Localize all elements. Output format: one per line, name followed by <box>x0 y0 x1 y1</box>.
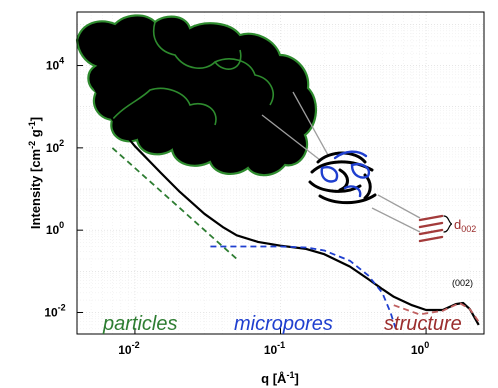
micropore-illustration <box>308 150 377 205</box>
particle-blob <box>75 14 317 177</box>
x-ticks: 10-2 10-1 100 <box>118 328 429 357</box>
structure-label: structure <box>384 313 462 335</box>
d002-sub: 002 <box>461 224 476 234</box>
series-line-1 <box>111 147 238 260</box>
particles-label: particles <box>102 313 177 335</box>
x-tick-label: 100 <box>411 340 429 357</box>
particle-agglomerate-illustration <box>75 14 317 177</box>
x-tick-label: 10-1 <box>264 340 285 357</box>
leader-line <box>292 91 329 156</box>
y-tick-label: 100 <box>46 220 64 237</box>
y-ticks: 10-2 100 102 104 <box>44 56 83 319</box>
x-tick-label: 10-2 <box>118 340 139 357</box>
leader-line <box>371 207 421 233</box>
x-axis-label: q [Å-1] <box>261 370 299 386</box>
y-axis-label: Intensity [cm-2 g-1] <box>27 117 43 229</box>
y-tick-label: 102 <box>46 138 64 155</box>
grid <box>76 11 484 335</box>
series-line-3 <box>393 302 480 323</box>
y-tick-label: 10-2 <box>44 302 65 319</box>
series-group <box>90 81 480 330</box>
layer-stack-illustration <box>418 214 453 243</box>
leader-line <box>261 114 321 161</box>
d002-main: d <box>454 217 461 232</box>
series-line-2 <box>210 245 397 330</box>
micropores-label: micropores <box>234 313 333 335</box>
y-tick-label: 104 <box>46 56 64 73</box>
peak-002-label: (002) <box>452 278 473 288</box>
leader-line <box>377 194 421 219</box>
leader-lines <box>261 91 421 233</box>
d002-label: d002 <box>454 217 476 234</box>
particle-blob-outline-inner <box>111 21 274 126</box>
